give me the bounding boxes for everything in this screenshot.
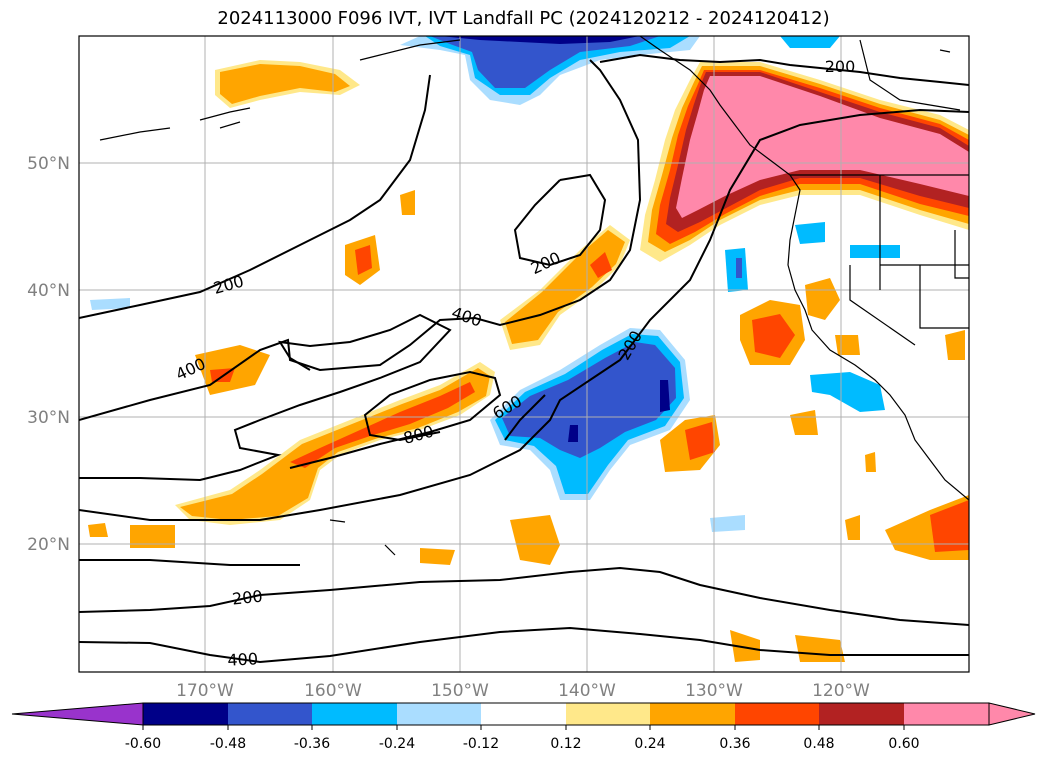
contour-label-200-a: 200 <box>825 57 856 76</box>
colorbar-tick-8: 0.36 <box>719 736 750 752</box>
colorbar-tick-1: -0.60 <box>125 736 161 752</box>
darkblue-south-central <box>660 380 670 412</box>
orange-patch-3 <box>805 278 840 320</box>
colorbar-bin-10 <box>904 703 989 725</box>
darkblue-region-gulf-alaska <box>440 36 640 44</box>
lat-label-40n: 40°N <box>27 281 70 301</box>
lat-label-50n: 50°N <box>27 154 70 174</box>
colorbar-tick-4: -0.24 <box>379 736 415 752</box>
lon-label-170w: 170°W <box>176 681 234 701</box>
colorbar-tick-6: 0.12 <box>550 736 581 752</box>
ivt-contours <box>79 53 969 664</box>
red-patch-1 <box>685 422 715 460</box>
lon-label-130w: 130°W <box>685 681 743 701</box>
orange-region-bering-core <box>220 64 350 104</box>
lat-label-20n: 20°N <box>27 535 70 555</box>
orange-patch-9 <box>730 630 760 662</box>
blue-patch-5 <box>90 298 130 310</box>
darkblue-patch-3 <box>736 258 742 278</box>
colorbar-tick-9: 0.48 <box>803 736 834 752</box>
lat-label-30n: 30°N <box>27 408 70 428</box>
blue-patch-4 <box>850 245 900 258</box>
colorbar-bin-5 <box>481 703 566 725</box>
colorbar-over-arrow <box>988 702 1036 726</box>
darkblue-south-central-2 <box>568 425 578 442</box>
ar-central-red <box>590 252 612 278</box>
colorbar-tick-3: -0.36 <box>294 736 330 752</box>
colorbar-bin-9 <box>819 703 904 725</box>
orange-patch-4 <box>510 515 560 565</box>
map-frame <box>78 35 970 673</box>
colorbar-bin-1 <box>143 703 228 725</box>
colorbar-tick-7: 0.24 <box>634 736 665 752</box>
orange-patch-14 <box>790 410 818 435</box>
contour-label-200-e: 200 <box>231 586 263 608</box>
orange-patch-17 <box>865 452 876 472</box>
lon-label-160w: 160°W <box>304 681 362 701</box>
coastlines <box>99 36 969 556</box>
orange-patch-6 <box>130 525 175 548</box>
blue-south-central-core <box>502 342 676 458</box>
ar-pink-pnw <box>676 76 969 218</box>
chart-title: 2024113000 F096 IVT, IVT Landfall PC (20… <box>217 8 830 29</box>
orange-patch-11 <box>420 548 455 565</box>
red-patch-5 <box>930 500 969 552</box>
colorbar-bin-3 <box>312 703 397 725</box>
colorbar-tick-2: -0.48 <box>210 736 246 752</box>
orange-patch-13 <box>845 515 860 540</box>
colorbar-bin-4 <box>397 703 481 725</box>
colorbar-under-arrow <box>11 702 144 726</box>
blue-region-top-right <box>780 36 840 48</box>
colorbar-tick-5: -0.12 <box>463 736 499 752</box>
lon-label-150w: 150°W <box>431 681 489 701</box>
lon-label-140w: 140°W <box>558 681 616 701</box>
blue-patch-6 <box>710 515 745 532</box>
lon-label-120w: 120°W <box>812 681 870 701</box>
colorbar-bin-7 <box>650 703 735 725</box>
blue-patch-2 <box>795 222 825 244</box>
contour-label-400-c: 400 <box>227 649 258 670</box>
colorbar-bin-8 <box>735 703 819 725</box>
colorbar-bin-2 <box>228 703 312 725</box>
orange-patch-16 <box>945 330 965 360</box>
longitude-labels: 170°W 160°W 150°W 140°W 130°W 120°W <box>176 681 870 701</box>
orange-patch-18 <box>88 523 108 537</box>
orange-patch-15 <box>835 335 860 355</box>
colorbar: -0.60 -0.48 -0.36 -0.24 -0.12 0.12 0.24 … <box>11 702 1036 752</box>
blue-patch-1 <box>810 372 885 412</box>
colorbar-bin-6 <box>566 703 650 725</box>
orange-patch-12 <box>400 190 415 215</box>
colorbar-tick-10: 0.60 <box>888 736 919 752</box>
red-patch-2 <box>752 314 795 358</box>
red-patch-8 <box>355 245 372 275</box>
blue-region-gulf-alaska-core <box>430 36 660 88</box>
latitude-labels: 50°N 40°N 30°N 20°N <box>27 154 70 555</box>
ar-hawaii-red <box>290 382 475 468</box>
